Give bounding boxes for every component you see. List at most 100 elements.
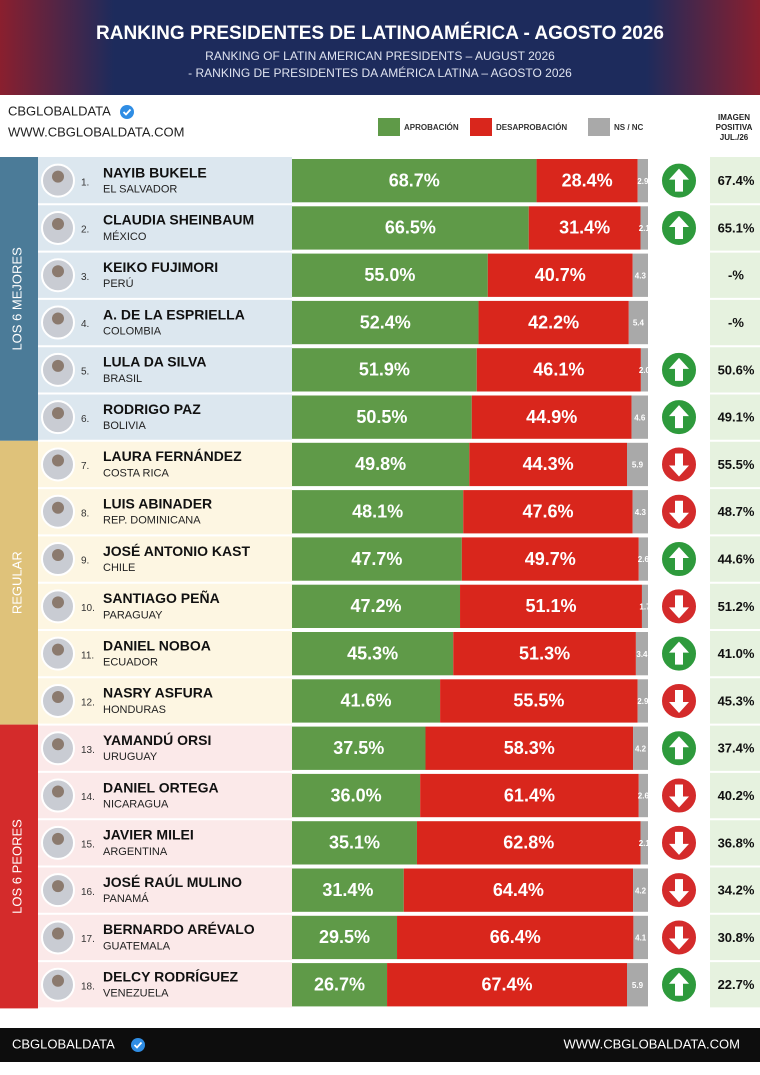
trend-arrow xyxy=(669,357,689,381)
value-label: 51.1% xyxy=(525,596,576,616)
column-header: JUL./26 xyxy=(720,133,749,142)
value-label: 2.6 xyxy=(638,555,650,564)
legend-swatch xyxy=(378,118,400,136)
bar-segment xyxy=(478,300,629,345)
president-name: BERNARDO ARÉVALO xyxy=(103,921,255,937)
president-name: LUIS ABINADER xyxy=(103,495,212,511)
footer-url: WWW.CBGLOBALDATA.COM xyxy=(564,1036,740,1051)
value-label: 4.1 xyxy=(635,934,647,943)
president-name: NAYIB BUKELE xyxy=(103,164,207,180)
value-label: 48.1% xyxy=(352,502,403,522)
subtitle: RANKING OF LATIN AMERICAN PRESIDENTS – A… xyxy=(205,49,555,63)
verified-badge xyxy=(131,1038,145,1052)
imagen-positiva: 37.4% xyxy=(718,741,755,756)
bar-segment xyxy=(292,868,404,912)
portrait-head xyxy=(52,454,64,467)
header-band xyxy=(0,0,760,95)
trend-arrow xyxy=(669,405,689,429)
bar-segment xyxy=(632,253,648,297)
president-name: DANIEL ORTEGA xyxy=(103,779,219,795)
bar-segment xyxy=(487,253,633,297)
value-label: 3.4 xyxy=(636,650,648,659)
country: EL SALVADOR xyxy=(103,184,177,196)
rank: 10. xyxy=(81,603,95,614)
value-label: 42.2% xyxy=(528,312,579,332)
value-label: 4.6 xyxy=(634,413,646,422)
imagen-positiva: 36.8% xyxy=(718,835,755,850)
bar-segment xyxy=(640,206,648,250)
rank: 2. xyxy=(81,225,89,236)
country: ARGENTINA xyxy=(103,846,168,858)
bar-segment xyxy=(397,915,634,960)
value-label: 29.5% xyxy=(319,927,370,947)
bar-segment xyxy=(292,159,537,203)
bar-segment xyxy=(633,726,648,770)
rank: 11. xyxy=(81,650,94,661)
value-label: 31.4% xyxy=(559,218,610,238)
country: URUGUAY xyxy=(103,751,158,763)
bar-segment xyxy=(292,584,461,628)
value-label: 62.8% xyxy=(503,833,554,853)
bar-segment xyxy=(425,726,634,770)
country: MÉXICO xyxy=(103,230,147,243)
country: COSTA RICA xyxy=(103,467,169,479)
trend-arrow xyxy=(669,879,689,903)
value-label: 46.1% xyxy=(533,360,584,380)
president-name: SANTIAGO PEÑA xyxy=(103,589,220,606)
bar-segment xyxy=(633,915,648,960)
value-label: 31.4% xyxy=(322,880,373,900)
country: GUATEMALA xyxy=(103,940,171,952)
bar-segment xyxy=(420,773,639,818)
value-label: 35.1% xyxy=(329,833,380,853)
bar-segment xyxy=(292,963,388,1007)
bar-segment xyxy=(628,300,648,345)
trend-arrow xyxy=(669,641,689,665)
president-name: DELCY RODRÍGUEZ xyxy=(103,968,239,984)
bar-segment xyxy=(469,442,627,487)
value-label: 37.5% xyxy=(333,738,384,758)
value-label: 5.9 xyxy=(632,981,644,990)
value-label: 55.0% xyxy=(364,265,415,285)
column-header: IMAGEN xyxy=(718,113,750,122)
value-label: 47.7% xyxy=(351,549,402,569)
portrait-head xyxy=(52,974,64,987)
verified-check xyxy=(122,108,132,116)
value-label: 47.6% xyxy=(522,502,573,522)
rank: 15. xyxy=(81,839,95,850)
imagen-positiva: 48.7% xyxy=(718,504,755,519)
trend-arrow xyxy=(669,453,689,477)
value-label: 61.4% xyxy=(504,785,555,805)
trend-arrow xyxy=(669,500,689,524)
brand-url: WWW.CBGLOBALDATA.COM xyxy=(8,124,184,139)
value-label: 52.4% xyxy=(360,312,411,332)
value-label: 68.7% xyxy=(389,170,440,190)
president-name: JOSÉ RAÚL MULINO xyxy=(103,873,242,890)
subtitle: - RANKING DE PRESIDENTES DA AMÉRICA LATI… xyxy=(188,65,572,80)
bar-segment xyxy=(292,253,488,297)
title: RANKING PRESIDENTES DE LATINOAMÉRICA - A… xyxy=(96,22,664,44)
imagen-positiva: 22.7% xyxy=(718,977,755,992)
bar-segment xyxy=(635,632,648,676)
value-label: 55.5% xyxy=(513,691,564,711)
value-label: 2.0 xyxy=(639,366,651,375)
bar-segment xyxy=(638,773,648,818)
imagen-positiva: 34.2% xyxy=(718,883,755,898)
bar-segment xyxy=(292,206,529,250)
country: HONDURAS xyxy=(103,704,166,716)
country: VENEZUELA xyxy=(103,988,169,1000)
verified-badge xyxy=(120,105,134,119)
portrait-head xyxy=(52,407,64,420)
value-label: 66.4% xyxy=(490,927,541,947)
rank: 5. xyxy=(81,366,89,377)
portrait-head xyxy=(52,927,64,940)
value-label: 44.3% xyxy=(523,454,574,474)
bar-segment xyxy=(292,679,441,723)
footer-name: CBGLOBALDATA xyxy=(12,1036,115,1051)
rank: 7. xyxy=(81,461,89,472)
trend-arrow xyxy=(669,736,689,760)
rank: 3. xyxy=(81,272,89,283)
portrait-head xyxy=(52,265,64,278)
imagen-positiva: -% xyxy=(728,315,744,330)
country: REP. DOMINICANA xyxy=(103,515,201,527)
